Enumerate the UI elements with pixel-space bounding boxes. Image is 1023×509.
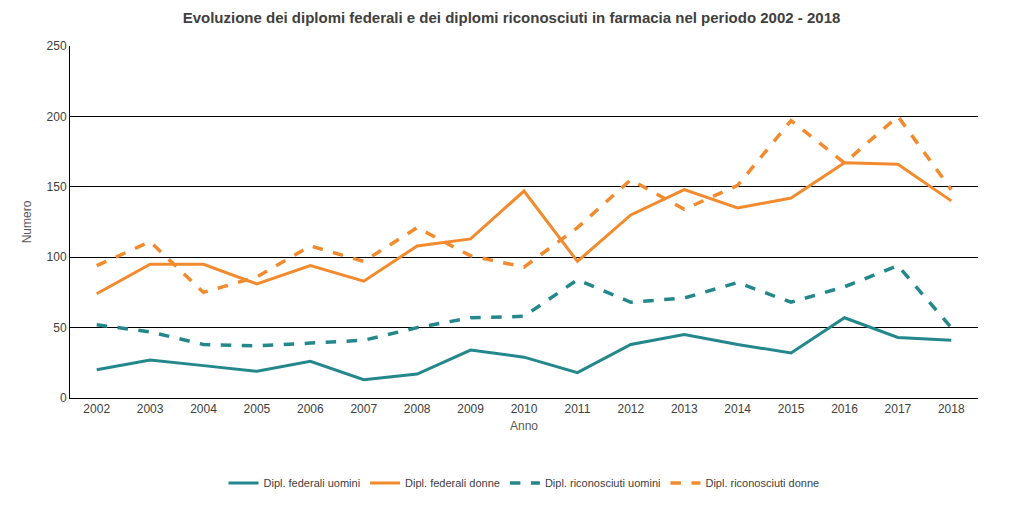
svg-text:200: 200 [47,110,67,124]
svg-text:2009: 2009 [457,402,484,416]
svg-text:2008: 2008 [404,402,431,416]
svg-text:2004: 2004 [190,402,217,416]
svg-text:100: 100 [47,250,67,264]
svg-text:2003: 2003 [137,402,164,416]
svg-text:2011: 2011 [565,402,591,416]
svg-text:0: 0 [60,391,67,405]
svg-text:2007: 2007 [350,402,377,416]
svg-text:2015: 2015 [778,402,805,416]
svg-text:Dipl. federali uomini: Dipl. federali uomini [264,477,361,489]
svg-text:Evoluzione dei diplomi federal: Evoluzione dei diplomi federali e dei di… [183,9,841,26]
svg-text:2014: 2014 [724,402,751,416]
svg-text:2010: 2010 [511,402,538,416]
svg-text:2017: 2017 [885,402,912,416]
svg-text:150: 150 [47,180,67,194]
svg-text:Anno: Anno [510,419,538,433]
svg-text:250: 250 [47,39,67,53]
svg-text:2005: 2005 [244,402,271,416]
svg-text:Numero: Numero [20,200,34,243]
svg-text:Dipl. riconosciuti uomini: Dipl. riconosciuti uomini [545,477,661,489]
svg-text:2013: 2013 [671,402,698,416]
svg-text:2012: 2012 [617,402,644,416]
svg-text:50: 50 [53,321,67,335]
svg-text:2016: 2016 [831,402,858,416]
svg-text:2006: 2006 [297,402,324,416]
svg-text:2018: 2018 [938,402,965,416]
svg-text:Dipl. federali donne: Dipl. federali donne [405,477,500,489]
svg-text:Dipl. riconosciuti donne: Dipl. riconosciuti donne [705,477,819,489]
svg-text:2002: 2002 [83,402,110,416]
